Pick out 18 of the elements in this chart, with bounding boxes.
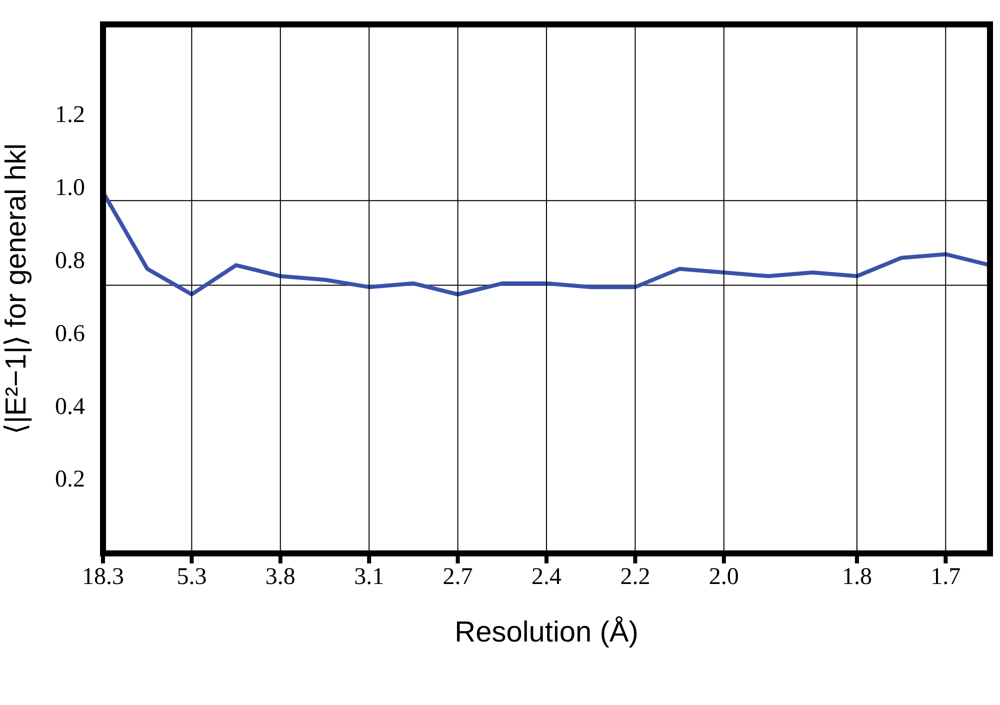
x-tick-label: 1.7	[930, 564, 961, 590]
x-tick-label: 2.7	[442, 564, 473, 590]
y-axis-title: ⟨|E²−1|⟩ for general hkl	[0, 143, 32, 434]
y-tick-label: 0.6	[55, 320, 85, 347]
x-tick-label: 3.1	[354, 564, 384, 590]
y-tick-label: 1.2	[55, 102, 85, 128]
x-tick-label: 18.3	[82, 564, 124, 590]
x-tick-label: 1.8	[842, 564, 872, 590]
x-tick-label: 2.0	[708, 564, 739, 590]
y-tick-label: 0.8	[55, 248, 85, 274]
x-tick-label: 5.3	[176, 564, 207, 590]
x-tick-label: 2.2	[620, 564, 650, 590]
y-tick-label: 0.4	[55, 394, 85, 420]
y-tick-label: 0.2	[55, 466, 85, 493]
x-axis-title: Resolution (Å)	[454, 616, 638, 649]
x-tick-label: 3.8	[265, 564, 296, 590]
y-tick-label: 1.0	[55, 174, 85, 201]
x-tick-label: 2.4	[532, 564, 562, 590]
